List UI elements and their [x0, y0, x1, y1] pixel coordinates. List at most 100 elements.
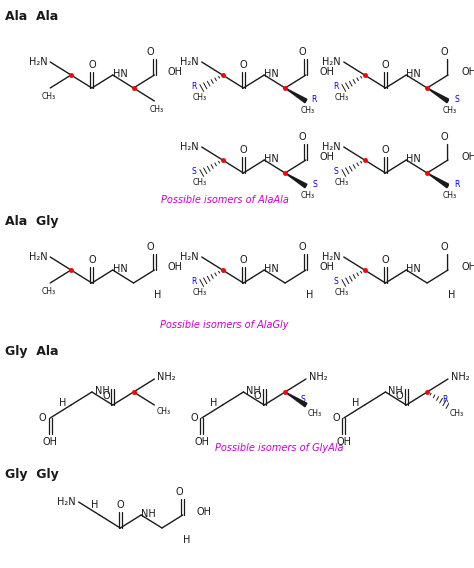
Text: O: O — [298, 47, 306, 57]
Text: S: S — [334, 277, 338, 286]
Text: CH₃: CH₃ — [301, 190, 315, 199]
Text: H: H — [448, 290, 456, 300]
Text: NH: NH — [95, 386, 109, 396]
Text: HN: HN — [406, 264, 421, 274]
Polygon shape — [427, 88, 449, 103]
Text: OH: OH — [319, 262, 334, 272]
Text: CH₃: CH₃ — [193, 93, 207, 102]
Text: HN: HN — [264, 264, 279, 274]
Text: Possible isomers of GlyAla: Possible isomers of GlyAla — [215, 443, 344, 453]
Text: OH: OH — [196, 507, 211, 517]
Text: HN: HN — [406, 69, 421, 79]
Text: OH: OH — [43, 437, 58, 447]
Text: OH: OH — [168, 262, 182, 272]
Text: O: O — [440, 132, 448, 142]
Text: H₂N: H₂N — [29, 57, 47, 67]
Text: S: S — [192, 166, 197, 176]
Text: O: O — [175, 487, 183, 497]
Text: HN: HN — [264, 69, 279, 79]
Text: O: O — [298, 242, 306, 252]
Text: O: O — [239, 145, 247, 155]
Text: Ala  Gly: Ala Gly — [5, 215, 58, 228]
Text: CH₃: CH₃ — [335, 178, 349, 186]
Text: O: O — [239, 255, 247, 265]
Text: H: H — [59, 398, 66, 408]
Text: CH₃: CH₃ — [443, 190, 457, 199]
Text: CH₃: CH₃ — [308, 410, 322, 419]
Text: O: O — [382, 255, 389, 265]
Text: O: O — [332, 413, 340, 423]
Text: CH₃: CH₃ — [443, 106, 457, 115]
Text: H₂N: H₂N — [57, 497, 76, 507]
Text: OH: OH — [168, 67, 182, 77]
Text: R: R — [442, 395, 448, 404]
Text: O: O — [39, 413, 46, 423]
Text: O: O — [396, 391, 403, 401]
Text: H: H — [155, 290, 162, 300]
Text: OH: OH — [461, 67, 474, 77]
Text: HN: HN — [113, 69, 128, 79]
Text: OH: OH — [461, 152, 474, 162]
Text: CH₃: CH₃ — [41, 91, 55, 101]
Polygon shape — [427, 173, 449, 187]
Text: R: R — [191, 277, 197, 286]
Text: O: O — [298, 132, 306, 142]
Text: CH₃: CH₃ — [41, 286, 55, 295]
Text: CH₃: CH₃ — [335, 287, 349, 296]
Text: O: O — [147, 47, 155, 57]
Text: H₂N: H₂N — [180, 142, 199, 152]
Text: O: O — [117, 500, 124, 510]
Text: OH: OH — [336, 437, 351, 447]
Text: R: R — [454, 179, 459, 189]
Text: OH: OH — [319, 152, 334, 162]
Text: Gly  Ala: Gly Ala — [5, 345, 58, 358]
Text: R: R — [312, 94, 317, 103]
Text: CH₃: CH₃ — [149, 105, 164, 114]
Text: S: S — [301, 395, 305, 404]
Text: OH: OH — [319, 67, 334, 77]
Polygon shape — [285, 392, 307, 407]
Text: CH₃: CH₃ — [301, 106, 315, 115]
Text: O: O — [147, 242, 155, 252]
Text: H₂N: H₂N — [322, 252, 341, 262]
Text: OH: OH — [194, 437, 209, 447]
Text: H: H — [210, 398, 218, 408]
Text: S: S — [312, 179, 317, 189]
Text: Possible isomers of AlaAla: Possible isomers of AlaAla — [161, 195, 288, 205]
Text: O: O — [254, 391, 262, 401]
Text: R: R — [191, 81, 197, 90]
Text: Ala  Ala: Ala Ala — [5, 10, 58, 23]
Text: O: O — [382, 145, 389, 155]
Text: O: O — [88, 255, 96, 265]
Text: Gly  Gly: Gly Gly — [5, 468, 58, 481]
Text: CH₃: CH₃ — [335, 93, 349, 102]
Text: NH: NH — [246, 386, 261, 396]
Text: OH: OH — [461, 262, 474, 272]
Text: NH₂: NH₂ — [451, 372, 469, 382]
Text: Possible isomers of AlaGly: Possible isomers of AlaGly — [160, 320, 289, 330]
Text: CH₃: CH₃ — [450, 410, 464, 419]
Text: NH: NH — [141, 509, 156, 519]
Text: CH₃: CH₃ — [156, 407, 170, 416]
Text: NH₂: NH₂ — [309, 372, 328, 382]
Text: H₂N: H₂N — [29, 252, 47, 262]
Text: O: O — [239, 60, 247, 70]
Text: NH₂: NH₂ — [157, 372, 176, 382]
Text: HN: HN — [113, 264, 128, 274]
Text: S: S — [454, 94, 459, 103]
Text: CH₃: CH₃ — [193, 287, 207, 296]
Text: H₂N: H₂N — [180, 57, 199, 67]
Text: H₂N: H₂N — [322, 142, 341, 152]
Text: HN: HN — [406, 154, 421, 164]
Text: S: S — [334, 166, 338, 176]
Text: O: O — [382, 60, 389, 70]
Text: O: O — [440, 242, 448, 252]
Text: O: O — [88, 60, 96, 70]
Polygon shape — [285, 88, 307, 103]
Polygon shape — [285, 173, 307, 187]
Text: CH₃: CH₃ — [193, 178, 207, 186]
Text: NH: NH — [388, 386, 403, 396]
Text: H: H — [353, 398, 360, 408]
Text: H₂N: H₂N — [322, 57, 341, 67]
Text: O: O — [440, 47, 448, 57]
